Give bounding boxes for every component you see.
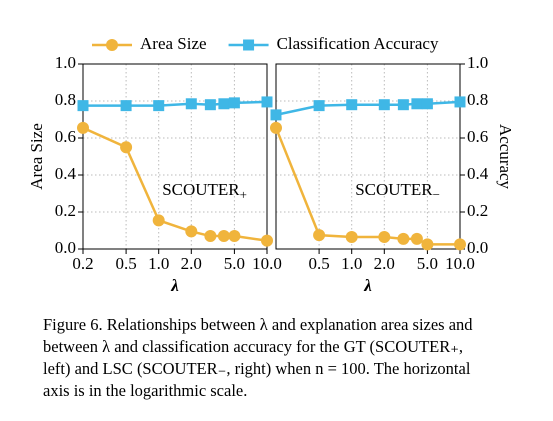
y-tick-label: 0.0 — [55, 238, 76, 257]
y-tick-label: 0.6 — [55, 127, 76, 146]
annotation-subscript: − — [433, 187, 440, 202]
legend-marker — [106, 39, 118, 51]
marker — [397, 232, 410, 245]
y-tick-label: 0.0 — [467, 238, 488, 257]
marker — [378, 230, 391, 243]
marker — [204, 230, 217, 243]
marker — [218, 98, 230, 110]
legend-label: Area Size — [140, 34, 207, 53]
y-tick-label: 0.8 — [467, 90, 488, 109]
marker — [153, 100, 165, 112]
annotation-subscript: + — [240, 187, 247, 202]
marker — [411, 98, 423, 110]
y-tick-label: 0.2 — [55, 201, 76, 220]
marker — [261, 234, 273, 247]
y-tick-label: 1.0 — [467, 53, 488, 72]
x-tick-label: 1.0 — [148, 254, 169, 273]
marker — [421, 98, 433, 110]
legend-marker — [243, 39, 255, 51]
caption-line: axis is in the logarithmic scale. — [43, 381, 247, 400]
marker — [397, 99, 409, 111]
x-tick-label: 2.0 — [374, 254, 395, 273]
x-axis-label: λ — [363, 276, 372, 295]
marker — [454, 96, 466, 108]
marker — [421, 238, 434, 251]
marker — [217, 230, 230, 243]
marker — [185, 98, 197, 110]
y-tick-label: 0.6 — [467, 127, 488, 146]
x-tick-label: 0.2 — [72, 254, 93, 273]
marker — [345, 230, 358, 243]
x-tick-label: 1.0 — [341, 254, 362, 273]
y-tick-label: 0.8 — [55, 90, 76, 109]
marker — [204, 99, 216, 111]
marker — [228, 230, 241, 243]
legend-label: Classification Accuracy — [277, 34, 439, 53]
marker — [270, 121, 282, 134]
caption-line: between λ and classification accuracy fo… — [43, 337, 463, 356]
marker — [378, 99, 390, 111]
annotation-text: SCOUTER — [162, 180, 240, 199]
x-axis-label: λ — [170, 276, 179, 295]
x-tick-label: 10.0 — [252, 254, 282, 273]
y-axis-label: Accuracy — [496, 124, 515, 190]
y-tick-label: 0.2 — [467, 201, 488, 220]
caption-line: Figure 6. Relationships between λ and ex… — [43, 315, 473, 334]
y-tick-label: 1.0 — [55, 53, 76, 72]
marker — [313, 229, 326, 242]
marker — [261, 96, 273, 108]
marker — [77, 100, 89, 112]
marker — [454, 238, 466, 251]
axes-frame — [82, 63, 268, 250]
y-axis-label: Area Size — [27, 123, 46, 190]
marker — [120, 100, 132, 112]
annotation: SCOUTER+ — [162, 180, 247, 202]
x-tick-label: 2.0 — [181, 254, 202, 273]
y-tick-label: 0.4 — [55, 164, 77, 183]
x-tick-label: 10.0 — [445, 254, 475, 273]
annotation: SCOUTER− — [355, 180, 440, 202]
caption-line: left) and LSC (SCOUTER₋, right) when n =… — [43, 359, 471, 378]
x-tick-label: 5.0 — [224, 254, 245, 273]
marker — [313, 100, 325, 112]
marker — [346, 99, 358, 111]
marker — [77, 121, 89, 134]
marker — [228, 97, 240, 109]
y-tick-label: 0.4 — [467, 164, 489, 183]
marker — [120, 141, 133, 154]
x-tick-label: 5.0 — [417, 254, 438, 273]
marker — [152, 214, 165, 227]
marker — [185, 225, 198, 238]
marker — [410, 232, 423, 245]
x-tick-label: 0.5 — [308, 254, 329, 273]
marker — [270, 109, 282, 121]
x-tick-label: 0.5 — [115, 254, 136, 273]
annotation-text: SCOUTER — [355, 180, 433, 199]
axes-frame — [275, 63, 461, 250]
